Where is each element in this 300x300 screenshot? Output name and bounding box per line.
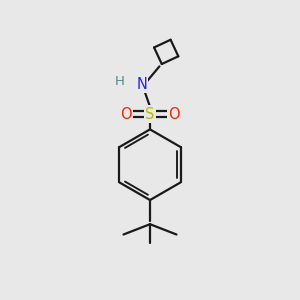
Text: O: O: [120, 106, 132, 122]
Text: N: N: [136, 77, 147, 92]
Text: O: O: [168, 106, 180, 122]
Text: H: H: [115, 75, 125, 88]
Text: S: S: [145, 106, 155, 122]
